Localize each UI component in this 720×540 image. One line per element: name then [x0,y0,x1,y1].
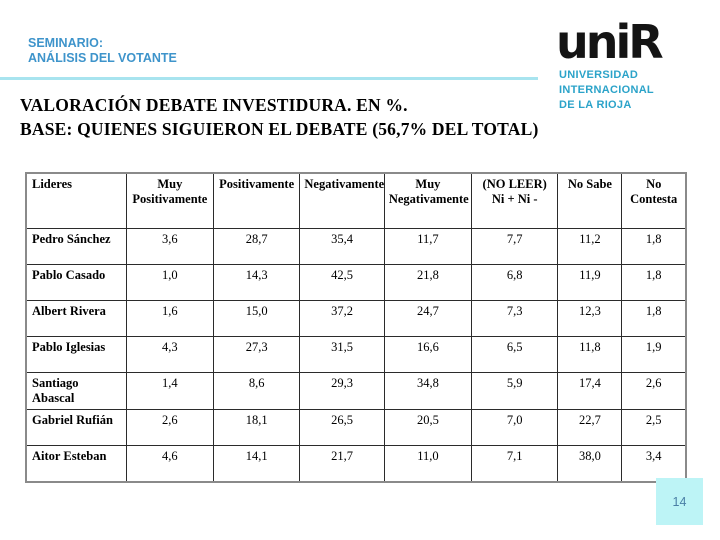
value-cell: 29,3 [299,372,385,410]
leader-name-cell: Pablo Iglesias [25,336,127,373]
unir-subtitle-line3: DE LA RIOJA [559,99,632,111]
value-cell: 11,7 [383,228,472,265]
leader-name-cell: Pedro Sánchez [25,228,127,265]
value-cell: 7,1 [470,445,559,483]
seminar-header: SEMINARIO: ANÁLISIS DEL VOTANTE [28,36,177,66]
value-cell: 2,6 [125,409,214,446]
value-cell: 3,4 [621,445,687,483]
value-cell: 42,5 [299,264,385,301]
value-cell: 7,0 [470,409,559,446]
unir-subtitle-line2: INTERNACIONAL [559,84,654,96]
column-header-7: No Contesta [621,172,687,229]
value-cell: 1,9 [621,336,687,373]
leader-name-cell: Pablo Casado [25,264,127,301]
value-cell: 38,0 [557,445,623,483]
value-cell: 11,8 [557,336,623,373]
value-cell: 8,6 [212,372,301,410]
column-header-0: Lideres [25,172,127,229]
column-header-4: Muy Negativamente [383,172,472,229]
value-cell: 31,5 [299,336,385,373]
value-cell: 2,5 [621,409,687,446]
column-header-1: Muy Positivamente [125,172,214,229]
column-header-2: Positivamente [212,172,301,229]
value-cell: 3,6 [125,228,214,265]
table-row: Albert Rivera 1,6 15,0 37,2 24,7 7,3 12,3 1,8 [25,300,687,337]
value-cell: 28,7 [212,228,301,265]
value-cell: 14,3 [212,264,301,301]
value-cell: 34,8 [383,372,472,410]
value-cell: 1,6 [125,300,214,337]
value-cell: 17,4 [557,372,623,410]
unir-wordmark: uniR [556,15,664,69]
value-cell: 2,6 [621,372,687,410]
value-cell: 7,3 [470,300,559,337]
slide-title-line1: VALORACIÓN DEBATE INVESTIDURA. EN %. [20,95,408,115]
value-cell: 35,4 [299,228,385,265]
table-row: Pablo Iglesias 4,3 27,3 31,5 16,6 6,5 11,8 1,9 [25,336,687,373]
value-cell: 1,8 [621,264,687,301]
value-cell: 1,0 [125,264,214,301]
value-cell: 37,2 [299,300,385,337]
leader-name-cell: Albert Rivera [25,300,127,337]
value-cell: 15,0 [212,300,301,337]
table-row: Pablo Casado 1,0 14,3 42,5 21,8 6,8 11,9 1,8 [25,264,687,301]
results-table: Lideres Muy Positivamente Positivamente Nega… [25,172,687,483]
value-cell: 7,7 [470,228,559,265]
leader-name-cell: Santiago Abascal [25,372,127,410]
value-cell: 20,5 [383,409,472,446]
value-cell: 1,8 [621,228,687,265]
value-cell: 4,6 [125,445,214,483]
value-cell: 11,0 [383,445,472,483]
value-cell: 4,3 [125,336,214,373]
header-divider-line [0,77,538,80]
column-header-3: Negativamente [299,172,385,229]
value-cell: 6,5 [470,336,559,373]
value-cell: 1,4 [125,372,214,410]
seminar-header-line2: ANÁLISIS DEL VOTANTE [28,51,177,65]
value-cell: 24,7 [383,300,472,337]
value-cell: 14,1 [212,445,301,483]
slide-title-line2: BASE: QUIENES SIGUIERON EL DEBATE (56,7%… [20,119,539,139]
column-header-6: No Sabe [557,172,623,229]
table-row: Aitor Esteban 4,6 14,1 21,7 11,0 7,1 38,0 3,4 [25,445,687,483]
unir-logo: uniR UNIVERSIDAD INTERNACIONAL DE LA RIO… [556,18,716,113]
leader-name-cell: Gabriel Rufián [25,409,127,446]
value-cell: 27,3 [212,336,301,373]
leader-name-cell: Aitor Esteban [25,445,127,483]
value-cell: 26,5 [299,409,385,446]
table-row: Santiago Abascal 1,4 8,6 29,3 34,8 5,9 17,4 2,6 [25,372,687,410]
value-cell: 22,7 [557,409,623,446]
column-header-5: (NO LEER) Ni + Ni - [470,172,559,229]
value-cell: 21,7 [299,445,385,483]
value-cell: 11,9 [557,264,623,301]
slide-title: VALORACIÓN DEBATE INVESTIDURA. EN %. BAS… [20,93,539,141]
table-row: Gabriel Rufián 2,6 18,1 26,5 20,5 7,0 22,7 2,5 [25,409,687,446]
table-row: Pedro Sánchez 3,6 28,7 35,4 11,7 7,7 11,2 1,8 [25,228,687,265]
value-cell: 21,8 [383,264,472,301]
unir-subtitle: UNIVERSIDAD INTERNACIONAL DE LA RIOJA [559,68,716,113]
unir-subtitle-line1: UNIVERSIDAD [559,69,639,81]
value-cell: 1,8 [621,300,687,337]
value-cell: 11,2 [557,228,623,265]
value-cell: 18,1 [212,409,301,446]
seminar-header-line1: SEMINARIO: [28,36,103,50]
value-cell: 16,6 [383,336,472,373]
table-header-row: Lideres Muy Positivamente Positivamente Nega… [25,172,687,229]
value-cell: 6,8 [470,264,559,301]
value-cell: 5,9 [470,372,559,410]
page-number-badge: 14 [656,478,703,525]
results-table-container: Lideres Muy Positivamente Positivamente Nega… [25,172,687,483]
value-cell: 12,3 [557,300,623,337]
